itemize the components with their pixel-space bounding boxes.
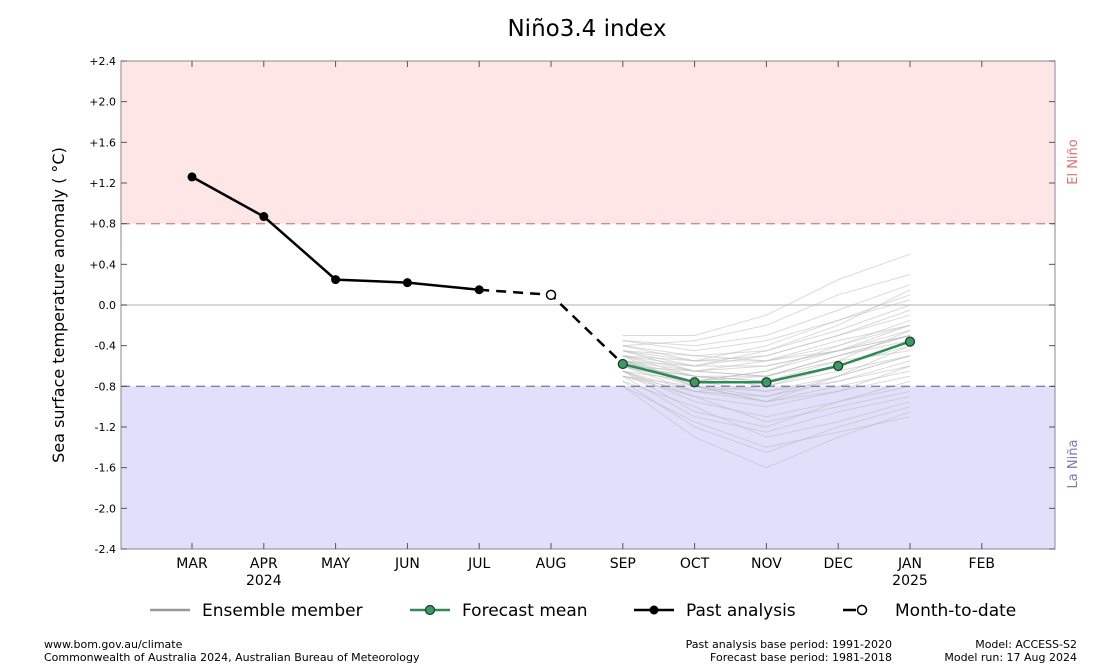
y-axis-label: Sea surface temperature anomaly ( °C) — [49, 147, 68, 463]
footer-past-base: Past analysis base period: 1991-2020 — [685, 638, 892, 651]
x-tick-label-jan: JAN — [897, 556, 922, 572]
y-tick-label: -2.4 — [95, 543, 116, 556]
ensemble-line-7 — [622, 370, 911, 418]
y-tick-label: +0.4 — [89, 258, 116, 271]
x-tick-label-nov: NOV — [751, 556, 782, 572]
x-tick-label-sep: SEP — [610, 556, 636, 572]
y-tick-label: -1.6 — [95, 462, 116, 475]
forecast-mean-point-dec — [833, 360, 844, 372]
y-tick-label: -0.4 — [95, 340, 116, 353]
x-tick-label-mar: MAR — [176, 556, 208, 572]
past-analysis-point-may — [331, 275, 341, 285]
month-to-date-point — [545, 289, 557, 301]
ensemble-line-30 — [622, 370, 911, 428]
y-tick-label: +2.4 — [89, 55, 116, 68]
footer-model: Model: ACCESS-S2 Model run: 17 Aug 2024 — [944, 638, 1077, 664]
footer-forecast-base: Forecast base period: 1981-2018 — [710, 651, 892, 664]
x-tick-label-oct: OCT — [680, 556, 710, 572]
x-year-label: 2024 — [246, 573, 282, 589]
footer-copyright: Commonwealth of Australia 2024, Australi… — [44, 651, 420, 664]
past-analysis-point-jun — [402, 278, 412, 288]
ensemble-line-27 — [622, 355, 911, 398]
legend-ensemble-label: Ensemble member — [202, 601, 363, 621]
ensemble-line-29 — [622, 284, 911, 347]
ensemble-line-18 — [622, 253, 911, 336]
forecast-mean-point-oct — [689, 377, 700, 388]
el-nino-label: El Niño — [1066, 139, 1081, 185]
ensemble-line-22 — [622, 370, 911, 423]
la-nina-region — [121, 386, 1055, 549]
ensemble-line-10 — [622, 385, 911, 469]
y-tick-label: -0.8 — [95, 380, 116, 393]
x-year-label: 2025 — [892, 573, 928, 589]
forecast-mean-point-jan — [904, 336, 916, 347]
legend-past-marker — [649, 605, 659, 615]
footer-model-name: Model: ACCESS-S2 — [975, 638, 1077, 651]
ensemble-line-28 — [622, 309, 911, 367]
ensemble-line-36 — [622, 335, 911, 362]
legend-forecast-label: Forecast mean — [462, 601, 588, 621]
ensemble-line-35 — [622, 294, 911, 362]
y-tick-label: +0.8 — [89, 218, 116, 231]
la-nina-label: La Niña — [1066, 440, 1081, 489]
past-analysis-point-jul — [474, 285, 484, 295]
past-analysis-point-apr — [259, 212, 269, 222]
x-tick-label-jul: JUL — [467, 556, 490, 572]
month-to-date-dashed-line — [479, 288, 624, 365]
footer-website: www.bom.gov.au/climate — [44, 638, 183, 651]
el-nino-region — [121, 61, 1055, 224]
y-tick-label: +1.2 — [89, 177, 116, 190]
ensemble-line-40 — [622, 324, 911, 382]
legend-mtd-label: Month-to-date — [895, 601, 1016, 621]
chart-title: Niño3.4 index — [507, 16, 666, 42]
x-tick-label-may: MAY — [321, 556, 351, 572]
ensemble-line-9 — [622, 380, 911, 453]
footer-model-run: Model run: 17 Aug 2024 — [944, 651, 1077, 664]
x-tick-label-jun: JUN — [394, 556, 420, 572]
y-tick-label: -1.2 — [95, 421, 116, 434]
y-tick-label: -2.0 — [95, 502, 116, 515]
ensemble-line-38 — [622, 335, 911, 382]
ensemble-line-8 — [622, 375, 911, 433]
ensemble-line-39 — [622, 345, 911, 403]
footer-source: www.bom.gov.au/climate Commonwealth of A… — [44, 638, 419, 664]
forecast-mean-point-nov — [761, 377, 772, 388]
x-tick-label-apr: APR — [250, 556, 278, 572]
legend — [150, 604, 868, 616]
x-tick-label-aug: AUG — [536, 556, 567, 572]
ensemble-line-37 — [622, 385, 911, 448]
x-tick-label-dec: DEC — [823, 556, 853, 572]
ensemble-members — [622, 253, 911, 469]
x-tick-label-feb: FEB — [969, 556, 996, 572]
y-tick-label: +2.0 — [89, 96, 116, 109]
legend-forecast-marker — [424, 604, 436, 616]
legend-mtd-marker — [856, 604, 868, 616]
y-tick-label: 0.0 — [99, 299, 117, 312]
past-analysis-point-mar — [187, 172, 197, 182]
ensemble-line-17 — [622, 274, 911, 347]
forecast-mean-point-sep — [617, 358, 628, 370]
y-tick-label: +1.6 — [89, 136, 116, 149]
footer-base-periods: Past analysis base period: 1991-2020 For… — [686, 638, 892, 664]
legend-past-label: Past analysis — [686, 601, 796, 621]
